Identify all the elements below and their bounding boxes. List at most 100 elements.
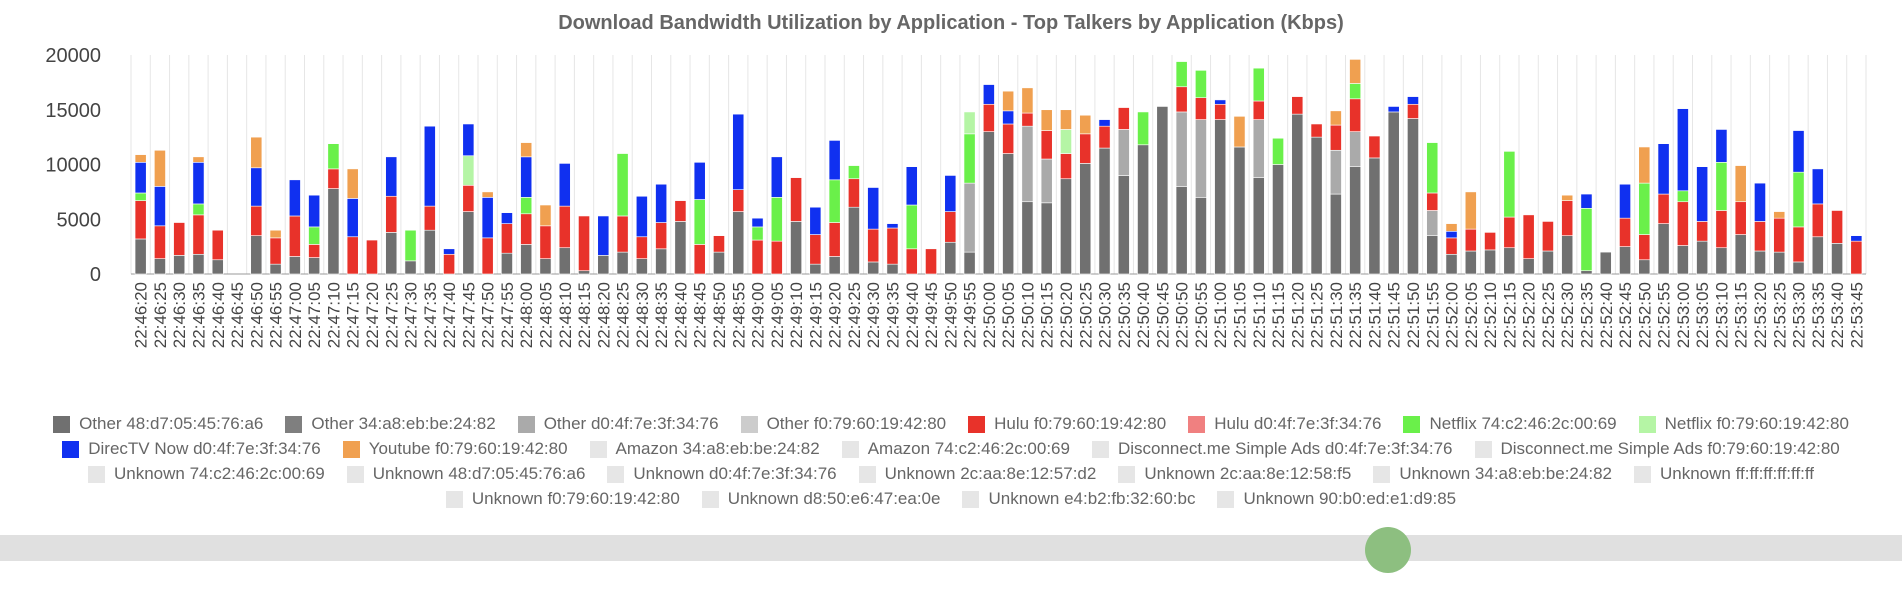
- bar-segment[interactable]: [1754, 182, 1766, 222]
- bar-segment[interactable]: [1252, 119, 1265, 178]
- bar-segment[interactable]: [308, 257, 321, 275]
- legend-item[interactable]: Amazon 34:a8:eb:be:24:82: [589, 439, 820, 459]
- bar-segment[interactable]: [1426, 192, 1439, 211]
- bar-segment[interactable]: [1715, 162, 1728, 211]
- bar-segment[interactable]: [1175, 86, 1188, 113]
- bar-segment[interactable]: [385, 195, 398, 233]
- bar-segment[interactable]: [539, 204, 552, 227]
- bar-segment[interactable]: [1464, 228, 1477, 252]
- bar-segment[interactable]: [1387, 111, 1400, 275]
- bar-segment[interactable]: [404, 229, 417, 262]
- bar-segment[interactable]: [1811, 168, 1824, 205]
- bar-segment[interactable]: [1368, 135, 1381, 159]
- legend-item[interactable]: Unknown 2c:aa:8e:12:57:d2: [858, 464, 1096, 484]
- bar-segment[interactable]: [1040, 158, 1053, 204]
- time-range-slider-track[interactable]: [0, 535, 1902, 561]
- bar-segment[interactable]: [655, 248, 668, 275]
- bar-segment[interactable]: [481, 237, 494, 275]
- bar-segment[interactable]: [1368, 157, 1381, 275]
- bar-segment[interactable]: [1137, 144, 1149, 275]
- bar-segment[interactable]: [462, 211, 475, 275]
- bar-segment[interactable]: [963, 251, 976, 275]
- bar-segment[interactable]: [693, 162, 706, 200]
- bar-segment[interactable]: [481, 191, 494, 198]
- bar-segment[interactable]: [1291, 96, 1304, 115]
- bar-segment[interactable]: [269, 237, 282, 265]
- bar-segment[interactable]: [520, 197, 533, 215]
- bar-segment[interactable]: [1638, 259, 1651, 275]
- bar-segment[interactable]: [385, 232, 398, 275]
- legend-item[interactable]: Netflix 74:c2:46:2c:00:69: [1403, 414, 1617, 434]
- bar-segment[interactable]: [1079, 114, 1092, 135]
- bar-segment[interactable]: [1214, 103, 1227, 120]
- bar-segment[interactable]: [886, 263, 899, 275]
- bar-segment[interactable]: [1464, 191, 1477, 230]
- bar-segment[interactable]: [1098, 125, 1111, 149]
- bar-segment[interactable]: [809, 234, 822, 265]
- bar-segment[interactable]: [1638, 182, 1651, 235]
- bar-segment[interactable]: [327, 143, 340, 170]
- bar-segment[interactable]: [211, 259, 224, 275]
- bar-segment[interactable]: [308, 194, 321, 228]
- bar-segment[interactable]: [1715, 129, 1728, 163]
- bar-segment[interactable]: [848, 178, 860, 208]
- bar-segment[interactable]: [385, 156, 398, 197]
- bar-segment[interactable]: [1233, 116, 1246, 148]
- bar-segment[interactable]: [443, 253, 455, 275]
- bar-segment[interactable]: [1580, 270, 1593, 275]
- bar-segment[interactable]: [1021, 87, 1034, 114]
- bar-segment[interactable]: [250, 205, 263, 236]
- bar-segment[interactable]: [1580, 208, 1593, 272]
- bar-segment[interactable]: [1503, 216, 1516, 249]
- bar-segment[interactable]: [655, 222, 668, 250]
- bar-segment[interactable]: [713, 235, 725, 253]
- bar-segment[interactable]: [1445, 223, 1458, 232]
- bar-segment[interactable]: [327, 168, 340, 189]
- bar-segment[interactable]: [1850, 240, 1863, 275]
- bar-segment[interactable]: [288, 215, 301, 257]
- bar-segment[interactable]: [1195, 119, 1207, 198]
- bar-segment[interactable]: [1349, 98, 1362, 132]
- bar-segment[interactable]: [905, 204, 918, 250]
- legend-item[interactable]: Unknown e4:b2:fb:32:60:bc: [962, 489, 1195, 509]
- bar-segment[interactable]: [192, 203, 205, 216]
- bar-segment[interactable]: [1445, 237, 1458, 255]
- legend-item[interactable]: Amazon 74:c2:46:2c:00:69: [841, 439, 1070, 459]
- bar-segment[interactable]: [1349, 59, 1362, 84]
- legend-item[interactable]: Hulu d0:4f:7e:3f:34:76: [1188, 414, 1381, 434]
- legend-item[interactable]: Unknown 48:d7:05:45:76:a6: [346, 464, 585, 484]
- bar-segment[interactable]: [770, 197, 783, 242]
- bar-segment[interactable]: [1002, 110, 1015, 125]
- bar-segment[interactable]: [982, 84, 995, 105]
- bar-segment[interactable]: [1773, 251, 1786, 275]
- bar-segment[interactable]: [366, 239, 378, 275]
- bar-segment[interactable]: [1773, 211, 1786, 219]
- bar-segment[interactable]: [944, 175, 957, 212]
- legend-item[interactable]: Other f0:79:60:19:42:80: [740, 414, 946, 434]
- bar-segment[interactable]: [1329, 193, 1342, 275]
- bar-segment[interactable]: [1252, 100, 1265, 120]
- bar-segment[interactable]: [809, 206, 822, 235]
- bar-segment[interactable]: [790, 177, 802, 222]
- bar-segment[interactable]: [1715, 247, 1728, 275]
- bar-segment[interactable]: [1657, 143, 1670, 195]
- bar-segment[interactable]: [501, 212, 513, 224]
- bar-segment[interactable]: [944, 211, 957, 243]
- bar-segment[interactable]: [134, 154, 147, 163]
- bar-segment[interactable]: [1754, 250, 1766, 275]
- bar-segment[interactable]: [462, 123, 475, 157]
- bar-segment[interactable]: [269, 229, 282, 239]
- legend-item[interactable]: Unknown d8:50:e6:47:ea:0e: [701, 489, 940, 509]
- bar-segment[interactable]: [462, 185, 475, 212]
- bar-segment[interactable]: [501, 252, 513, 275]
- bar-segment[interactable]: [867, 228, 880, 263]
- bar-segment[interactable]: [250, 136, 263, 169]
- bar-segment[interactable]: [693, 244, 706, 275]
- bar-segment[interactable]: [1464, 250, 1477, 275]
- bar-segment[interactable]: [250, 167, 263, 207]
- bar-segment[interactable]: [1561, 194, 1574, 201]
- bar-segment[interactable]: [867, 261, 880, 275]
- bar-segment[interactable]: [1561, 235, 1574, 275]
- bar-segment[interactable]: [674, 221, 687, 275]
- bar-segment[interactable]: [539, 258, 552, 275]
